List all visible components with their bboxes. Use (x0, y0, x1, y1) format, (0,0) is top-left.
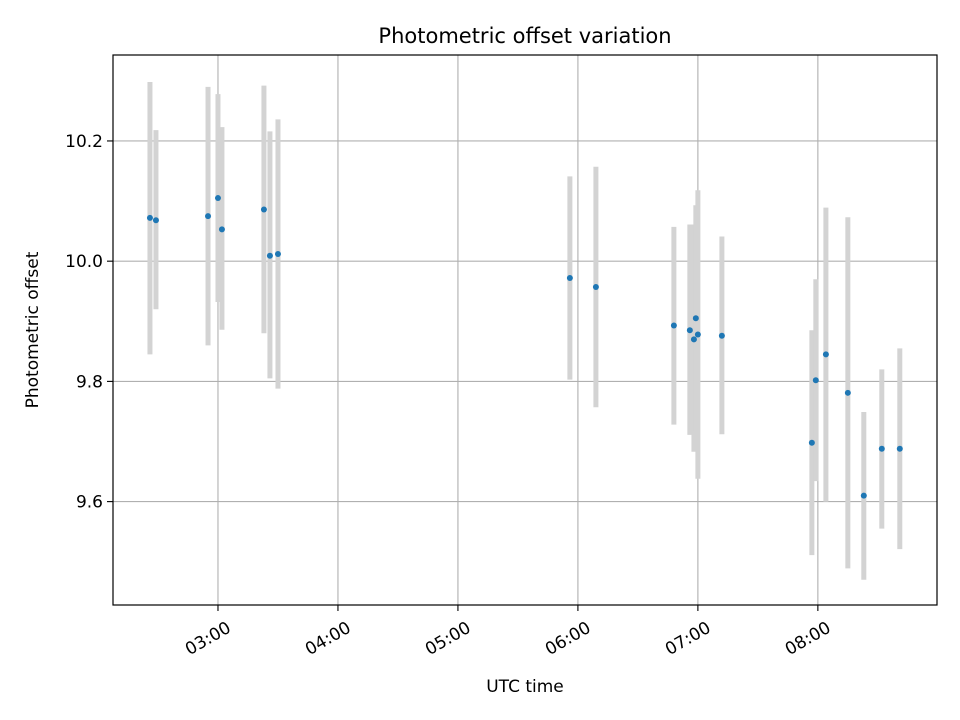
data-point (566, 275, 573, 282)
data-point (274, 250, 281, 257)
x-axis-label: UTC time (486, 677, 564, 697)
data-point (152, 217, 159, 224)
data-point (896, 445, 903, 452)
data-point (146, 214, 153, 221)
plot-frame (112, 54, 938, 606)
data-point (266, 252, 273, 259)
data-point (218, 226, 225, 233)
data-point (260, 206, 267, 213)
data-point (686, 327, 693, 334)
data-point (670, 322, 677, 329)
data-point (205, 213, 212, 220)
data-points (146, 195, 903, 499)
data-point (214, 195, 221, 202)
data-point (808, 439, 815, 446)
data-point (718, 332, 725, 339)
y-tick-label: 10.0 (65, 252, 103, 272)
data-point (844, 389, 851, 396)
data-point (878, 445, 885, 452)
y-tick-label: 9.6 (76, 493, 103, 513)
y-axis-label: Photometric offset (23, 251, 43, 408)
data-point (694, 331, 701, 338)
data-point (812, 377, 819, 384)
y-tick-label: 9.8 (76, 372, 103, 392)
data-point (592, 284, 599, 291)
y-axis-ticks: 9.6 9.8 10.0 10.2 (65, 132, 113, 513)
data-point (860, 492, 867, 499)
chart-title: Photometric offset variation (378, 24, 671, 48)
data-point (690, 336, 697, 343)
data-point (692, 315, 699, 322)
y-tick-label: 10.2 (65, 132, 103, 152)
data-point (822, 351, 829, 358)
